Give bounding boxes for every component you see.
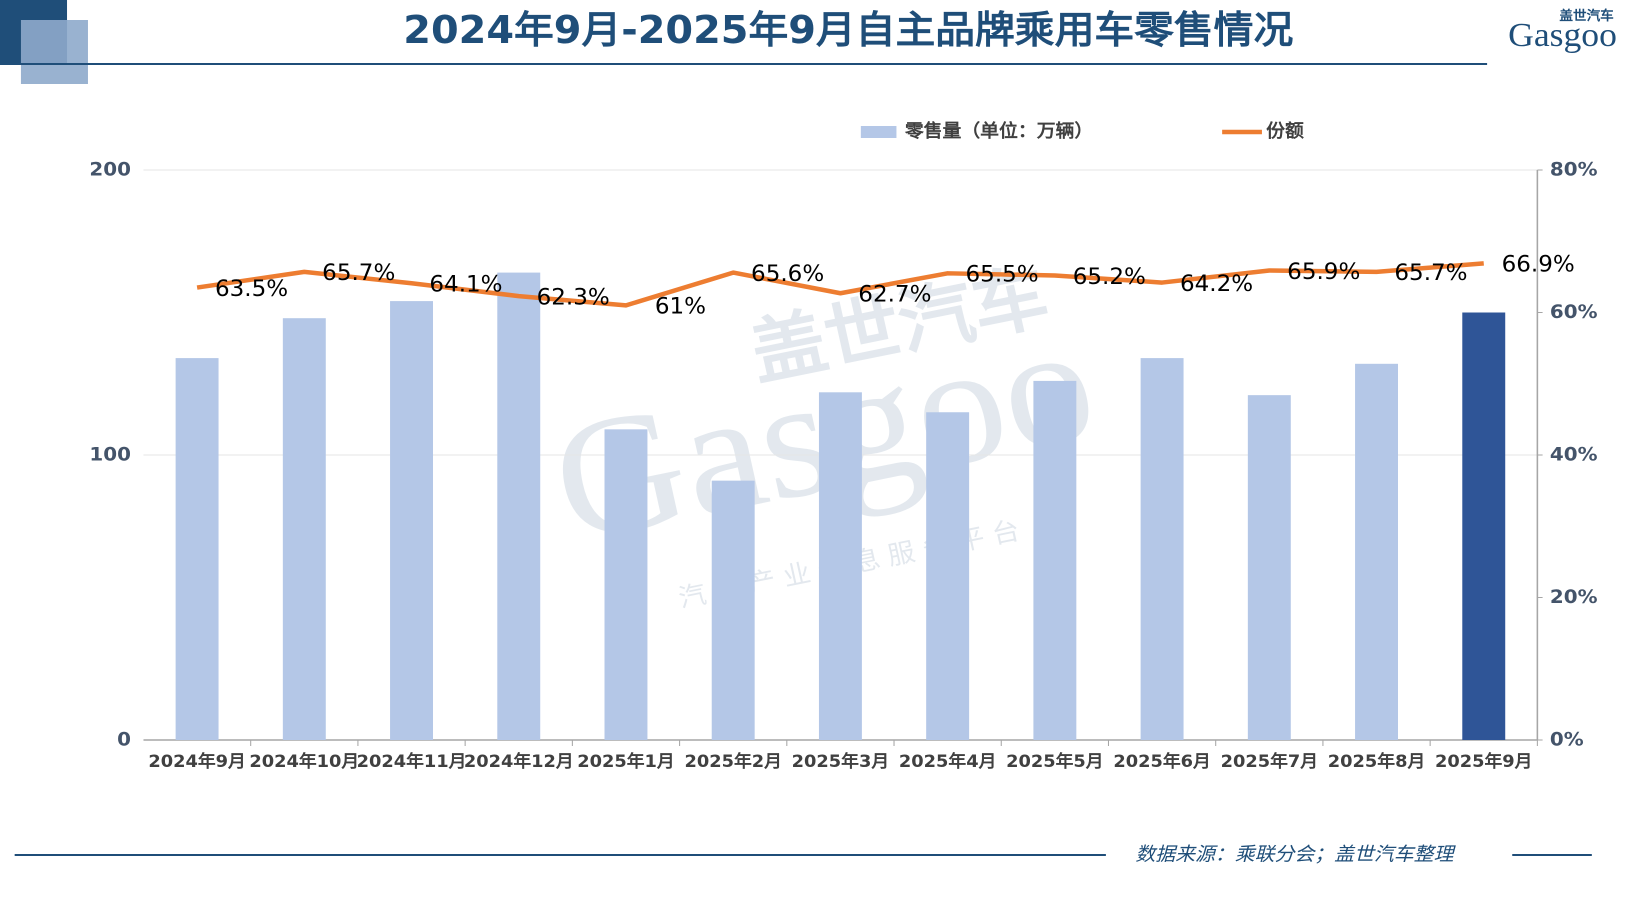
- x-tick-label: 2024年9月: [148, 751, 245, 772]
- y-tick-label: 200: [89, 158, 131, 180]
- data-label: 65.9%: [1287, 259, 1360, 284]
- chart-title: 2024年9月-2025年9月自主品牌乘用车零售情况: [403, 9, 1293, 53]
- y-tick-label: 0: [117, 728, 131, 750]
- bar: [1140, 358, 1184, 740]
- x-tick-label: 2025年7月: [1221, 751, 1318, 772]
- data-label: 65.5%: [966, 262, 1039, 287]
- legend-label: 零售量（单位：万辆）: [904, 120, 1093, 141]
- data-label: 62.7%: [858, 282, 931, 307]
- y2-tick-label: 80%: [1550, 158, 1598, 180]
- logo-cn: 盖世汽车: [1559, 7, 1613, 24]
- x-tick-label: 2024年10月: [249, 751, 359, 772]
- bar: [175, 358, 219, 740]
- y2-tick-label: 40%: [1550, 443, 1598, 465]
- bar: [1355, 363, 1399, 740]
- bar: [390, 301, 433, 740]
- bar: [1033, 380, 1077, 740]
- data-label: 64.1%: [429, 272, 502, 297]
- y2-tick-label: 20%: [1550, 585, 1598, 607]
- x-tick-label: 2024年12月: [464, 751, 574, 772]
- data-label: 64.2%: [1180, 271, 1253, 296]
- bar: [818, 392, 862, 740]
- bar: [497, 272, 541, 740]
- data-label: 65.7%: [322, 261, 395, 286]
- y-tick-label: 100: [89, 443, 131, 465]
- x-tick-label: 2025年3月: [792, 751, 889, 772]
- x-tick-label: 2024年11月: [357, 751, 467, 772]
- data-label: 66.9%: [1502, 252, 1575, 277]
- bar: [1462, 312, 1506, 740]
- bar: [604, 429, 648, 740]
- legend-swatch: [860, 126, 897, 138]
- x-tick-label: 2025年8月: [1328, 751, 1425, 772]
- x-tick-label: 2025年2月: [684, 751, 781, 772]
- y2-tick-label: 60%: [1550, 300, 1598, 322]
- y2-tick-label: 0%: [1550, 728, 1584, 750]
- data-label: 61%: [655, 294, 706, 319]
- source-note: 数据来源：乘联分会；盖世汽车整理: [1135, 843, 1456, 865]
- legend-label: 份额: [1266, 120, 1304, 141]
- x-tick-label: 2025年4月: [899, 751, 996, 772]
- data-label: 63.5%: [215, 276, 288, 301]
- data-label: 62.3%: [537, 285, 610, 310]
- bar: [711, 480, 755, 740]
- x-tick-label: 2025年9月: [1435, 751, 1532, 772]
- bar: [282, 318, 326, 740]
- x-tick-label: 2025年6月: [1113, 751, 1210, 772]
- bar: [1247, 395, 1291, 740]
- data-label: 65.6%: [751, 261, 824, 286]
- bar: [926, 412, 970, 740]
- data-label: 65.2%: [1073, 264, 1146, 289]
- logo-en: Gasgoo: [1508, 16, 1617, 54]
- x-tick-label: 2025年1月: [577, 751, 674, 772]
- line: [196, 261, 1484, 308]
- header-block: [20, 20, 88, 84]
- data-label: 65.7%: [1394, 261, 1467, 286]
- x-tick-label: 2025年5月: [1006, 751, 1103, 772]
